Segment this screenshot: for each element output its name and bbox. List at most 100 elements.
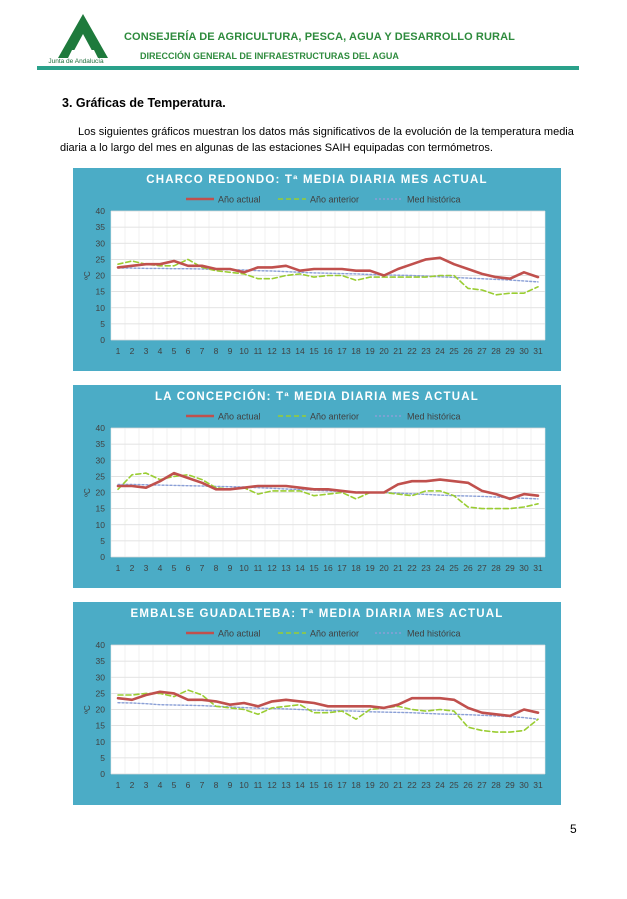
x-tick-label: 3 [144, 780, 149, 790]
x-tick-label: 21 [393, 563, 403, 573]
x-tick-label: 13 [281, 780, 291, 790]
series-line [117, 701, 539, 720]
x-tick-label: 3 [144, 563, 149, 573]
x-tick-label: 29 [505, 346, 515, 356]
x-tick-label: 12 [267, 780, 277, 790]
x-tick-label: 27 [477, 780, 487, 790]
legend-label: Año actual [218, 412, 261, 422]
page-number: 5 [570, 822, 577, 836]
x-tick-label: 18 [351, 563, 361, 573]
series-line [117, 472, 539, 510]
header-subtitle: DIRECCIÓN GENERAL DE INFRAESTRUCTURAS DE… [140, 51, 399, 61]
series-line [117, 258, 539, 296]
x-tick-label: 5 [172, 780, 177, 790]
x-tick-label: 24 [435, 780, 445, 790]
y-tick-label: 35 [96, 656, 106, 666]
x-tick-label: 13 [281, 346, 291, 356]
x-tick-label: 5 [172, 563, 177, 573]
x-tick-label: 19 [365, 346, 375, 356]
y-tick-label: 25 [96, 688, 106, 698]
x-tick-label: 23 [421, 563, 431, 573]
legend-label: Año actual [218, 629, 261, 639]
x-tick-label: 23 [421, 780, 431, 790]
y-tick-label: 10 [96, 737, 106, 747]
chart-charco-redondo: CHARCO REDONDO: Tª MEDIA DIARIA MES ACTU… [73, 168, 561, 371]
y-tick-label: 30 [96, 672, 106, 682]
y-tick-label: 40 [96, 206, 106, 216]
x-tick-label: 7 [200, 346, 205, 356]
x-tick-label: 25 [449, 780, 459, 790]
y-tick-label: 30 [96, 455, 106, 465]
x-tick-label: 5 [172, 346, 177, 356]
legend-label: Med histórica [407, 195, 461, 205]
x-tick-label: 11 [254, 346, 263, 356]
y-axis-label: ºC [83, 488, 92, 497]
x-tick-label: 26 [463, 780, 473, 790]
x-tick-label: 2 [130, 780, 135, 790]
x-tick-label: 10 [239, 563, 249, 573]
x-tick-label: 21 [393, 780, 403, 790]
x-tick-label: 6 [186, 563, 191, 573]
y-tick-label: 0 [100, 335, 105, 345]
x-tick-label: 7 [200, 780, 205, 790]
x-tick-label: 12 [267, 346, 277, 356]
y-tick-label: 25 [96, 471, 106, 481]
page-header: Junta de Andalucía CONSEJERÍA DE AGRICUL… [40, 8, 580, 74]
y-tick-label: 40 [96, 640, 106, 650]
legend-label: Med histórica [407, 412, 461, 422]
x-tick-label: 17 [337, 563, 347, 573]
chart-title: CHARCO REDONDO: Tª MEDIA DIARIA MES ACTU… [146, 174, 488, 186]
section-title: 3. Gráficas de Temperatura. [62, 96, 226, 110]
series-line [116, 471, 540, 501]
x-tick-label: 8 [214, 346, 219, 356]
x-tick-label: 9 [228, 346, 233, 356]
x-tick-label: 31 [533, 780, 543, 790]
x-tick-label: 26 [463, 563, 473, 573]
x-tick-label: 1 [116, 780, 121, 790]
x-tick-label: 24 [435, 346, 445, 356]
x-tick-label: 20 [379, 563, 389, 573]
y-tick-label: 5 [100, 753, 105, 763]
y-tick-label: 15 [96, 721, 106, 731]
x-tick-label: 22 [407, 346, 417, 356]
chart-svg: LA CONCEPCIÓN: Tª MEDIA DIARIA MES ACTUA… [73, 385, 561, 588]
x-tick-label: 24 [435, 563, 445, 573]
x-tick-label: 31 [533, 346, 543, 356]
legend-label: Med histórica [407, 629, 461, 639]
x-tick-label: 26 [463, 346, 473, 356]
x-tick-label: 16 [323, 780, 333, 790]
y-tick-label: 0 [100, 552, 105, 562]
x-tick-label: 7 [200, 563, 205, 573]
x-tick-label: 4 [158, 346, 163, 356]
chart-la-concepcion: LA CONCEPCIÓN: Tª MEDIA DIARIA MES ACTUA… [73, 385, 561, 588]
x-tick-label: 22 [407, 563, 417, 573]
legend-label: Año anterior [310, 195, 359, 205]
y-axis-label: ºC [83, 271, 92, 280]
y-tick-label: 5 [100, 536, 105, 546]
x-tick-label: 23 [421, 346, 431, 356]
x-tick-label: 1 [116, 563, 121, 573]
y-tick-label: 20 [96, 488, 106, 498]
x-tick-label: 25 [449, 346, 459, 356]
legend-label: Año anterior [310, 629, 359, 639]
chart-title: EMBALSE GUADALTEBA: Tª MEDIA DIARIA MES … [131, 608, 504, 620]
series-line [117, 689, 539, 733]
series-line [116, 690, 540, 718]
x-tick-label: 9 [228, 563, 233, 573]
header-rule [37, 66, 579, 70]
x-tick-label: 25 [449, 563, 459, 573]
x-tick-label: 6 [186, 346, 191, 356]
x-tick-label: 28 [491, 346, 501, 356]
series-line [117, 483, 539, 500]
y-tick-label: 25 [96, 254, 106, 264]
x-tick-label: 22 [407, 780, 417, 790]
series-line [116, 256, 540, 280]
legend-label: Año anterior [310, 412, 359, 422]
chart-svg: EMBALSE GUADALTEBA: Tª MEDIA DIARIA MES … [73, 602, 561, 805]
x-tick-label: 18 [351, 780, 361, 790]
x-tick-label: 16 [323, 346, 333, 356]
x-tick-label: 16 [323, 563, 333, 573]
x-tick-label: 30 [519, 563, 529, 573]
x-tick-label: 12 [267, 563, 277, 573]
chart-title: LA CONCEPCIÓN: Tª MEDIA DIARIA MES ACTUA… [155, 390, 479, 403]
